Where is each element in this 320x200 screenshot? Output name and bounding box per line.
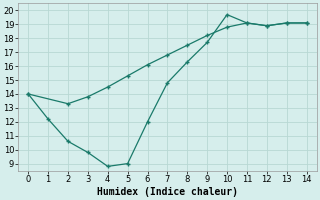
X-axis label: Humidex (Indice chaleur): Humidex (Indice chaleur) bbox=[97, 186, 238, 197]
